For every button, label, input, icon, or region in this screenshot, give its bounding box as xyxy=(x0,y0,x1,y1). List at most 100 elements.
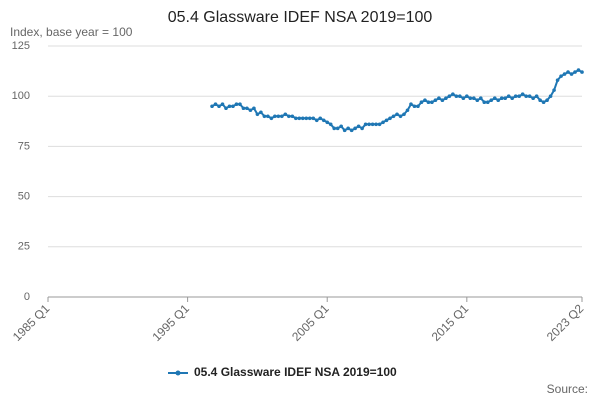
point xyxy=(461,96,466,101)
point xyxy=(524,94,528,98)
point xyxy=(300,116,305,121)
x-tick-label: 2015 Q1 xyxy=(429,301,472,344)
point xyxy=(367,122,371,127)
point xyxy=(262,114,267,119)
point xyxy=(478,96,483,101)
point xyxy=(499,96,504,101)
point xyxy=(412,104,417,109)
point xyxy=(447,94,452,98)
point xyxy=(297,116,302,121)
point xyxy=(311,116,316,121)
point xyxy=(210,104,214,109)
point xyxy=(506,94,511,98)
y-tick-label: 50 xyxy=(18,191,30,203)
point xyxy=(283,112,288,117)
point xyxy=(314,118,319,123)
point xyxy=(353,126,357,131)
point xyxy=(475,98,480,103)
point xyxy=(377,122,382,127)
point xyxy=(273,114,277,119)
series-line xyxy=(211,68,583,132)
point xyxy=(555,78,560,82)
point xyxy=(419,100,424,105)
x-tick-label: 1985 Q1 xyxy=(10,301,53,344)
y-tick-label: 0 xyxy=(24,291,30,303)
point xyxy=(534,94,539,98)
point xyxy=(541,100,546,105)
point xyxy=(374,122,378,127)
point xyxy=(388,116,392,121)
point xyxy=(220,102,225,107)
point xyxy=(217,104,221,109)
point xyxy=(580,70,584,74)
point xyxy=(503,96,508,101)
point xyxy=(356,124,361,129)
point xyxy=(454,94,459,98)
point xyxy=(548,94,553,98)
point xyxy=(458,94,462,98)
point xyxy=(276,114,281,119)
point xyxy=(227,104,232,109)
point xyxy=(287,114,291,119)
point xyxy=(423,98,427,103)
point xyxy=(238,102,242,107)
point xyxy=(245,106,249,111)
point xyxy=(538,98,542,103)
point xyxy=(496,98,501,103)
point xyxy=(259,110,263,115)
point xyxy=(517,94,521,98)
point xyxy=(328,122,333,127)
point xyxy=(363,122,368,127)
point xyxy=(402,112,406,117)
y-axis-label: Index, base year = 100 xyxy=(10,25,133,39)
point xyxy=(321,118,326,123)
point xyxy=(426,100,431,105)
point xyxy=(294,116,298,121)
point xyxy=(573,70,577,74)
point xyxy=(234,102,239,107)
point xyxy=(370,122,375,127)
point xyxy=(416,104,420,109)
point xyxy=(335,126,340,131)
point xyxy=(318,116,323,121)
point xyxy=(430,100,434,105)
point xyxy=(398,114,403,119)
point xyxy=(489,98,494,103)
point xyxy=(409,102,413,107)
point xyxy=(451,92,455,96)
point xyxy=(269,116,274,121)
source: Source: xyxy=(547,382,588,396)
x-tick-label: 1995 Q1 xyxy=(150,301,193,344)
point xyxy=(332,126,336,131)
point xyxy=(576,68,581,72)
point xyxy=(569,72,574,76)
point xyxy=(513,94,518,98)
point xyxy=(433,98,438,103)
point xyxy=(255,112,260,117)
point xyxy=(527,94,532,98)
point xyxy=(280,114,284,119)
point xyxy=(342,128,347,133)
chart-title: 05.4 Glassware IDEF NSA 2019=100 xyxy=(168,9,433,26)
point xyxy=(566,70,570,74)
point xyxy=(468,96,473,101)
y-tick-label: 25 xyxy=(18,241,30,253)
point xyxy=(492,96,497,101)
point xyxy=(231,104,235,109)
point xyxy=(304,116,309,121)
point xyxy=(520,92,525,96)
point xyxy=(307,116,312,121)
point xyxy=(444,96,448,101)
point xyxy=(224,106,228,111)
point xyxy=(395,112,399,117)
point xyxy=(252,106,256,111)
legend-label: 05.4 Glassware IDEF NSA 2019=100 xyxy=(194,365,397,379)
point xyxy=(405,108,410,113)
legend-marker xyxy=(175,370,181,376)
point xyxy=(559,74,563,78)
point xyxy=(346,126,350,131)
y-tick-label: 100 xyxy=(12,90,30,102)
x-tick-label: 2023 Q2 xyxy=(544,301,587,344)
